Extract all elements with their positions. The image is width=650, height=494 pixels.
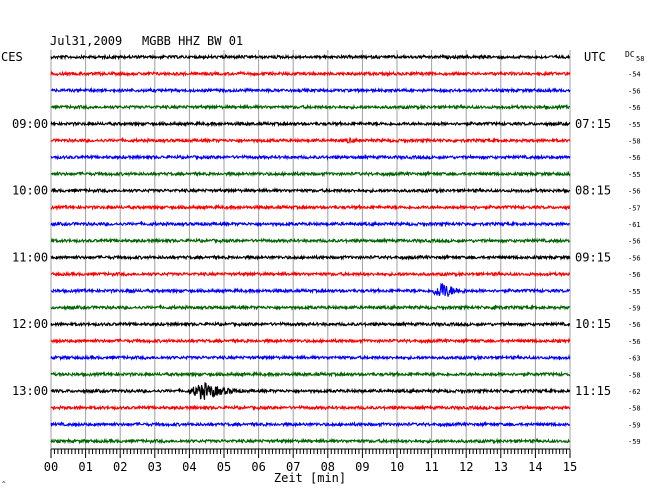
trace-row-14 <box>50 282 571 297</box>
x-tick-label-00: 00 <box>44 460 58 474</box>
trace-row-5 <box>50 136 571 144</box>
trace-row-9 <box>50 203 571 212</box>
dc-top-value: 58 <box>636 55 644 63</box>
dc-offset-22: -59 <box>628 438 641 446</box>
x-tick-label-10: 10 <box>390 460 404 474</box>
right-time-label-4: 11:15 <box>575 384 611 398</box>
dc-offset-11: -56 <box>628 254 641 262</box>
trace-row-8 <box>50 186 571 194</box>
left-time-label-3: 12:00 <box>12 317 48 331</box>
dc-offset-8: -57 <box>628 204 641 212</box>
x-tick-label-12: 12 <box>459 460 473 474</box>
x-tick-label-13: 13 <box>494 460 508 474</box>
left-time-label-0: 09:00 <box>12 117 48 131</box>
left-time-label-2: 11:00 <box>12 250 48 264</box>
left-time-labels: 09:00 10:00 11:00 12:00 13:00 <box>12 117 48 398</box>
x-tick-label-15: 15 <box>563 460 577 474</box>
x-tick-label-08: 08 <box>321 460 335 474</box>
dc-offset-14: -59 <box>628 305 641 313</box>
x-tick-label-06: 06 <box>251 460 265 474</box>
left-time-label-4: 13:00 <box>12 384 48 398</box>
trace-rows <box>50 53 571 445</box>
x-tick-label-04: 04 <box>182 460 196 474</box>
right-time-label-0: 07:15 <box>575 117 611 131</box>
dc-offset-21: -59 <box>628 421 641 429</box>
trace-row-15 <box>50 303 571 312</box>
left-time-label-1: 10:00 <box>12 184 48 198</box>
right-time-label-1: 08:15 <box>575 184 611 198</box>
trace-row-2 <box>50 86 571 94</box>
trace-row-23 <box>50 437 571 445</box>
trace-row-18 <box>50 353 571 362</box>
x-axis-label: Zeit [min] <box>274 471 346 485</box>
dc-offset-0: -54 <box>628 71 641 79</box>
trace-row-4 <box>50 120 571 128</box>
left-timezone-label: CES <box>1 50 23 64</box>
right-time-label-3: 10:15 <box>575 317 611 331</box>
trace-row-20 <box>50 382 571 400</box>
trace-row-1 <box>50 69 571 78</box>
x-tick-label-14: 14 <box>528 460 542 474</box>
dc-label: DC <box>625 50 635 59</box>
trace-row-19 <box>50 370 571 378</box>
x-axis: 00 01 02 03 04 05 06 07 08 09 10 11 12 13 14 15 <box>44 449 577 474</box>
dc-offset-3: -55 <box>628 121 641 129</box>
dc-offset-13: -55 <box>628 288 641 296</box>
trace-row-7 <box>51 170 571 178</box>
dc-offset-6: -55 <box>628 171 641 179</box>
x-tick-label-05: 05 <box>217 460 231 474</box>
trace-row-17 <box>50 337 571 345</box>
dc-offset-column: -54 -56 -56 -55 -58 -56 -55 -56 -57 -61 -56 -56 -56 -… <box>628 71 641 446</box>
x-tick-label-01: 01 <box>78 460 92 474</box>
dc-offset-12: -56 <box>628 271 641 279</box>
trace-row-10 <box>50 220 571 228</box>
station-label: MGBB HHZ BW 01 <box>142 34 243 48</box>
x-tick-label-03: 03 <box>148 460 162 474</box>
x-tick-label-02: 02 <box>113 460 127 474</box>
trace-row-6 <box>50 153 571 161</box>
trace-row-3 <box>50 103 571 111</box>
right-time-label-2: 09:15 <box>575 250 611 264</box>
trace-row-21 <box>50 404 571 412</box>
trace-row-22 <box>50 420 571 428</box>
dc-offset-2: -56 <box>628 104 641 112</box>
x-tick-label-11: 11 <box>424 460 438 474</box>
trace-row-13 <box>50 270 571 278</box>
minute-grid <box>50 50 571 450</box>
x-tick-label-09: 09 <box>355 460 369 474</box>
dc-offset-19: -62 <box>628 388 641 396</box>
dc-offset-16: -56 <box>628 338 641 346</box>
right-timezone-label: UTC <box>584 50 606 64</box>
x-tick-label-07: 07 <box>286 460 300 474</box>
dc-offset-15: -56 <box>628 321 641 329</box>
dc-offset-4: -58 <box>628 138 641 146</box>
dc-offset-10: -56 <box>628 238 641 246</box>
date-label: Jul31,2009 <box>50 34 122 48</box>
dc-offset-18: -58 <box>628 371 641 379</box>
corner-mark-icon: ^ <box>2 481 6 488</box>
dc-offset-7: -56 <box>628 188 641 196</box>
right-time-labels: 07:15 08:15 09:15 10:15 11:15 <box>575 117 611 398</box>
dc-offset-1: -56 <box>628 87 641 95</box>
trace-row-12 <box>50 253 571 261</box>
dc-offset-17: -63 <box>628 355 641 363</box>
dc-offset-5: -56 <box>628 154 641 162</box>
trace-row-11 <box>50 237 571 245</box>
dc-offset-20: -58 <box>628 405 641 413</box>
trace-row-0 <box>50 53 571 61</box>
trace-row-16 <box>50 320 571 328</box>
dc-offset-9: -61 <box>628 221 641 229</box>
